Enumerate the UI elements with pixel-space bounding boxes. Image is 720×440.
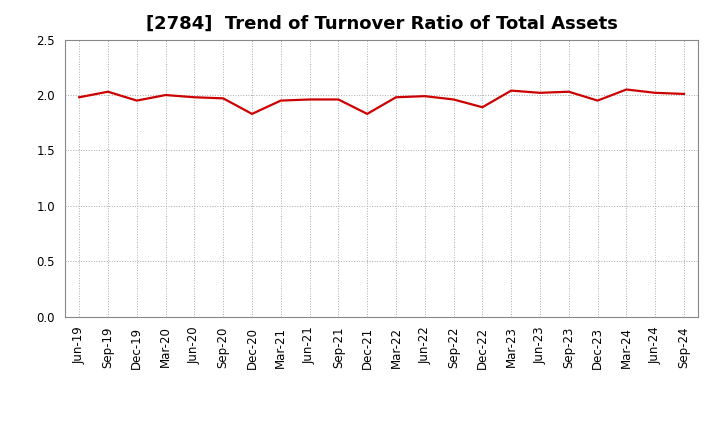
- Title: [2784]  Trend of Turnover Ratio of Total Assets: [2784] Trend of Turnover Ratio of Total …: [145, 15, 618, 33]
